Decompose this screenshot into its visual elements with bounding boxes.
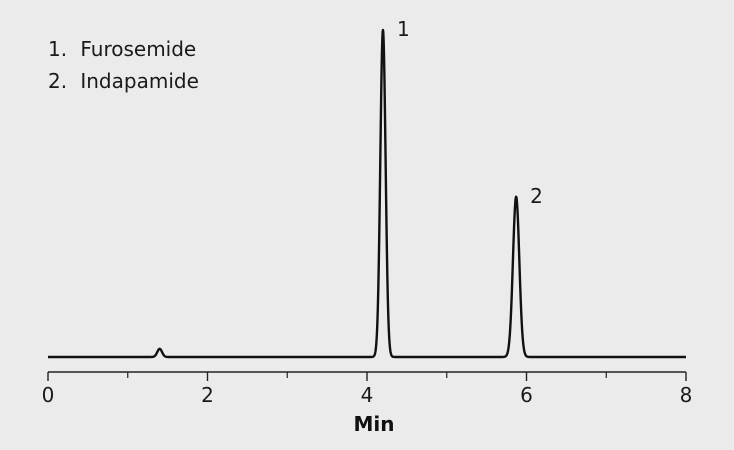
- x-tick-label: 8: [680, 383, 693, 407]
- x-axis-title: Min: [0, 412, 734, 436]
- x-tick-label: 4: [361, 383, 374, 407]
- peak-legend: 1. Furosemide 2. Indapamide: [48, 33, 199, 97]
- x-axis-title-text: Min: [353, 412, 395, 436]
- x-tick-label: 2: [201, 383, 214, 407]
- legend-item-2: 2. Indapamide: [48, 65, 199, 97]
- legend-number: 2.: [48, 69, 68, 93]
- peak-label: 2: [530, 184, 543, 208]
- legend-name: Indapamide: [80, 69, 199, 93]
- peak-label: 1: [397, 17, 410, 41]
- legend-item-1: 1. Furosemide: [48, 33, 199, 65]
- x-tick-label: 0: [42, 383, 55, 407]
- chromatogram-trace: [47, 28, 687, 359]
- x-tick-label: 6: [520, 383, 533, 407]
- legend-name: Furosemide: [80, 37, 197, 61]
- legend-number: 1.: [48, 37, 68, 61]
